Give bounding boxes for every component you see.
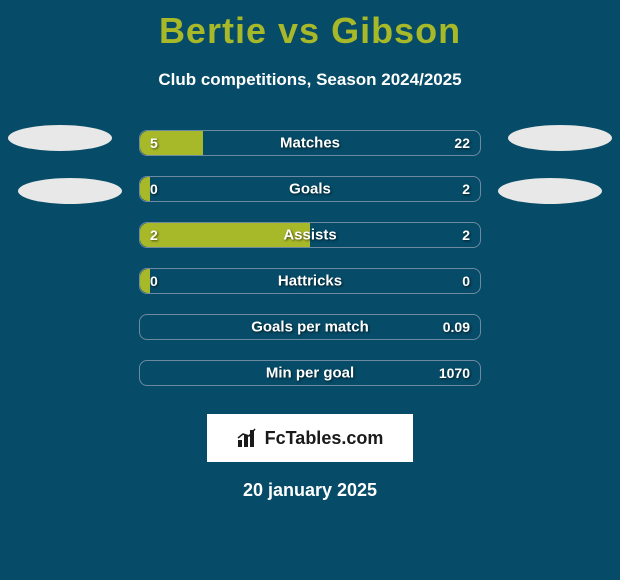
stat-label: Min per goal bbox=[266, 365, 354, 382]
stat-value-left: 0 bbox=[150, 181, 158, 197]
player1-name: Bertie bbox=[159, 10, 267, 51]
stat-row: Hattricks 0 0 bbox=[0, 258, 620, 304]
stat-value-right: 0.09 bbox=[443, 319, 470, 335]
bar-fill-left bbox=[140, 177, 150, 201]
date-label: 20 january 2025 bbox=[0, 480, 620, 501]
stat-value-right: 2 bbox=[462, 181, 470, 197]
stat-row: Matches 5 22 bbox=[0, 120, 620, 166]
stat-value-right: 1070 bbox=[439, 365, 470, 381]
page-title: Bertie vs Gibson bbox=[0, 0, 620, 52]
player2-name: Gibson bbox=[331, 10, 461, 51]
stat-value-left: 2 bbox=[150, 227, 158, 243]
vs-text: vs bbox=[278, 10, 320, 51]
chart-icon bbox=[237, 428, 259, 448]
stat-value-right: 0 bbox=[462, 273, 470, 289]
bar-track: Goals per match 0.09 bbox=[139, 314, 481, 340]
bar-track: Matches 5 22 bbox=[139, 130, 481, 156]
watermark-text: FcTables.com bbox=[265, 428, 384, 449]
stat-row: Min per goal 1070 bbox=[0, 350, 620, 396]
subtitle: Club competitions, Season 2024/2025 bbox=[0, 70, 620, 90]
stat-label: Goals bbox=[289, 181, 331, 198]
stat-row: Assists 2 2 bbox=[0, 212, 620, 258]
stat-row: Goals per match 0.09 bbox=[0, 304, 620, 350]
bar-fill-left bbox=[140, 269, 150, 293]
bar-track: Hattricks 0 0 bbox=[139, 268, 481, 294]
bar-track: Goals 0 2 bbox=[139, 176, 481, 202]
stat-label: Assists bbox=[283, 227, 336, 244]
stat-value-right: 2 bbox=[462, 227, 470, 243]
stat-value-left: 5 bbox=[150, 135, 158, 151]
stat-label: Matches bbox=[280, 135, 340, 152]
stat-row: Goals 0 2 bbox=[0, 166, 620, 212]
bar-track: Min per goal 1070 bbox=[139, 360, 481, 386]
stat-value-right: 22 bbox=[454, 135, 470, 151]
stat-value-left: 0 bbox=[150, 273, 158, 289]
stats-bars: Matches522Goals02Assists22Hattricks00Goa… bbox=[0, 120, 620, 396]
stat-label: Goals per match bbox=[251, 319, 369, 336]
stat-label: Hattricks bbox=[278, 273, 342, 290]
bar-track: Assists 2 2 bbox=[139, 222, 481, 248]
watermark-badge: FcTables.com bbox=[207, 414, 413, 462]
